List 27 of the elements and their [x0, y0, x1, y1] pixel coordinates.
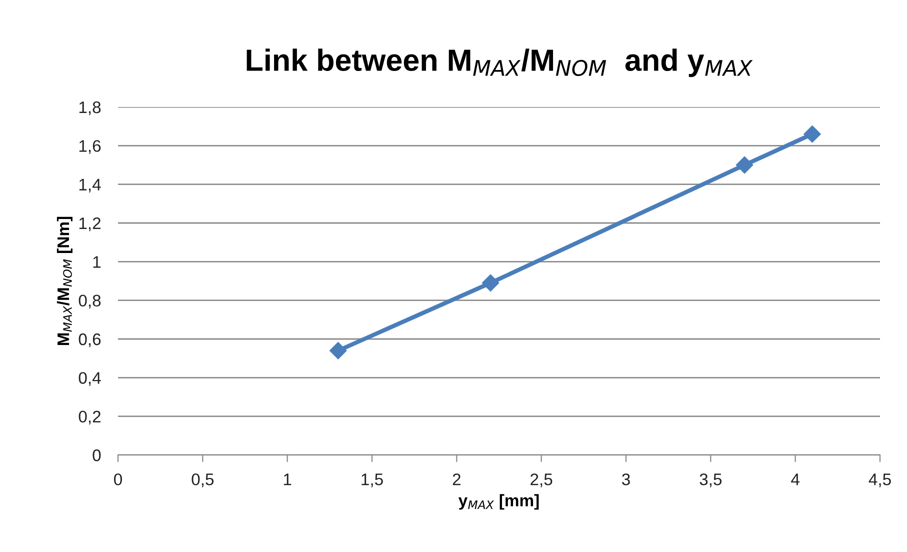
point [736, 156, 754, 174]
point [804, 126, 821, 143]
x-tick-label: 4 [791, 474, 800, 486]
y-tick-label: 1 [93, 256, 101, 268]
y-tick-label: 1,8 [79, 101, 101, 116]
y-tick-label: 0,4 [78, 372, 101, 386]
x-tick-label: 4,5 [868, 474, 891, 488]
x-tick-label: 1,5 [362, 474, 383, 488]
x-tick-label: 2,5 [530, 473, 552, 488]
y-tick-label: 0,8 [78, 294, 101, 309]
x-tick-label: 3,5 [700, 473, 722, 488]
point [482, 274, 500, 292]
y-tick-label: 0 [92, 449, 101, 462]
x-tick-label: 3 [622, 473, 630, 486]
y-axis-title: M$_{MAX}$/M$_{NOM}$ [Nm] [56, 216, 72, 346]
y-tick-label: 1,4 [79, 178, 101, 193]
chart-title: Link between M$_{MAX}$/M$_{NOM}$ and y$_{MAX}$ [246, 48, 753, 78]
x-tick-label: 1 [284, 474, 292, 486]
y-tick-label: 1,2 [79, 217, 100, 232]
point [330, 342, 347, 360]
x-tick-label: 0,5 [192, 473, 214, 488]
y-tick-label: 1,6 [79, 140, 101, 154]
x-tick-label: 2 [452, 473, 460, 486]
x-axis-title: y$_{MAX}$ [mm] [458, 494, 539, 510]
y-tick-label: 0,2 [78, 410, 100, 425]
y-tick-label: 0,6 [78, 333, 101, 348]
x-tick-label: 0 [114, 473, 122, 486]
